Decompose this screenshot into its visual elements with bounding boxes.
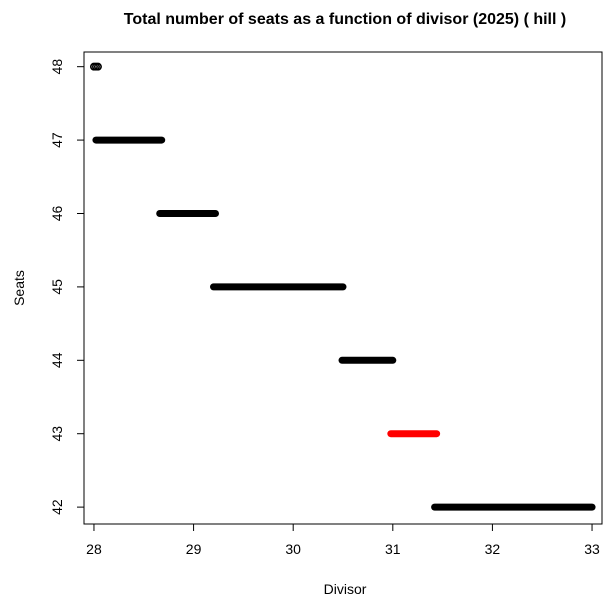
y-tick-label: 48 (49, 59, 65, 75)
seat-segment-48 (89, 62, 102, 71)
y-tick-label: 46 (49, 205, 65, 221)
x-axis: 28 29 30 31 32 33 (86, 523, 600, 557)
y-tick-label: 42 (49, 499, 65, 515)
x-tick-label: 30 (285, 541, 301, 557)
y-tick-label: 47 (49, 132, 65, 148)
x-tick-label: 31 (385, 541, 401, 557)
x-tick-label: 32 (485, 541, 501, 557)
y-axis: 42 43 44 45 46 47 48 (49, 59, 85, 515)
y-axis-label: Seats (11, 270, 27, 306)
series-group (89, 62, 596, 511)
y-tick-label: 44 (49, 352, 65, 368)
seat-point (93, 62, 102, 71)
x-axis-label: Divisor (324, 581, 367, 596)
x-tick-label: 33 (584, 541, 600, 557)
x-tick-label: 29 (186, 541, 202, 557)
chart-title: Total number of seats as a function of d… (124, 11, 566, 28)
y-tick-label: 43 (49, 426, 65, 442)
y-tick-label: 45 (49, 279, 65, 295)
x-tick-label: 28 (86, 541, 102, 557)
